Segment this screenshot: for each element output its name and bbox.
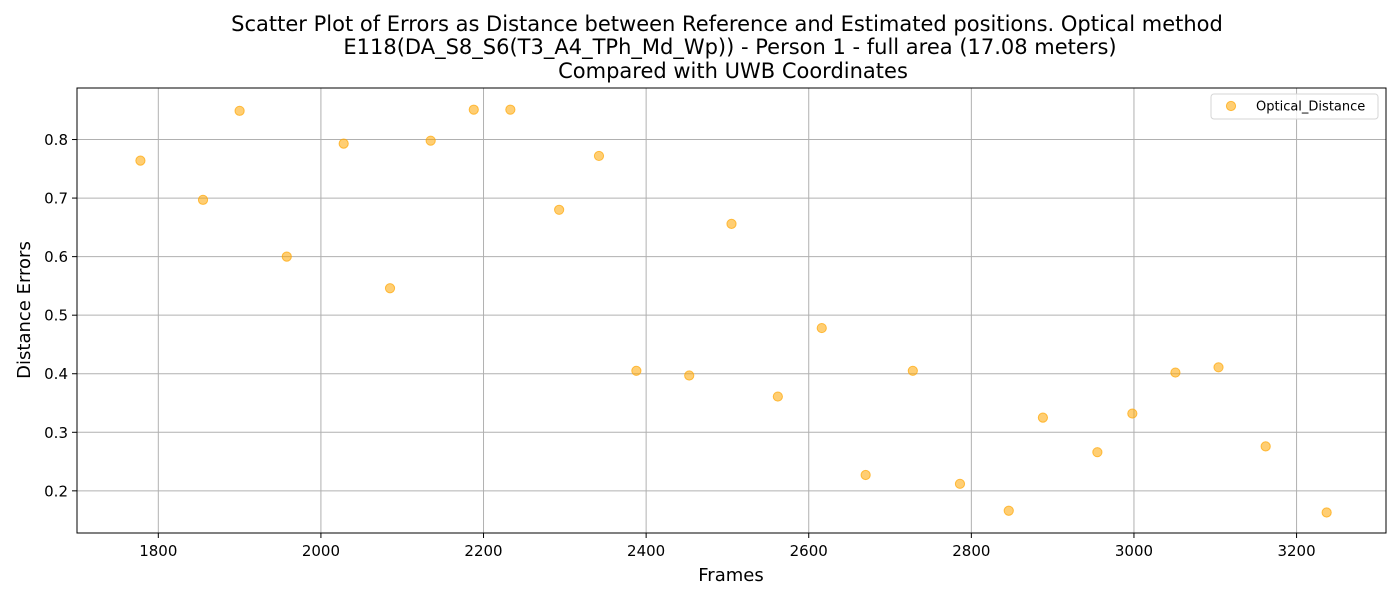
y-tick-label: 0.8 [44, 131, 68, 149]
chart-title-line-1: Scatter Plot of Errors as Distance betwe… [231, 12, 1223, 36]
data-point [593, 150, 605, 162]
data-point [684, 370, 695, 381]
data-point [281, 251, 292, 262]
y-tick-label: 0.6 [44, 248, 68, 266]
data-point [1127, 408, 1138, 419]
legend-marker [1225, 100, 1237, 112]
data-point [468, 104, 479, 115]
grid-lines [77, 88, 1386, 533]
y-tick-label: 0.5 [44, 307, 68, 325]
data-point [1092, 447, 1103, 458]
data-point [425, 135, 436, 146]
data-point [1213, 362, 1224, 373]
axis-ticks: 1800 2000 2200 2400 2600 2800 3000 3200 0.2 0.3 0.… [44, 131, 1316, 560]
x-tick-label: 2400 [627, 542, 665, 560]
data-point [816, 322, 827, 334]
data-point [197, 194, 209, 205]
data-point [234, 105, 245, 116]
chart-title-line-2: E118(DA_S8_S6(T3_A4_TPh_Md_Wp)) - Person… [343, 35, 1116, 60]
data-point [860, 469, 871, 481]
scatter-points [135, 104, 1332, 518]
x-tick-label: 1800 [139, 542, 177, 560]
y-axis-label: Distance Errors [14, 241, 35, 379]
data-point [954, 478, 966, 489]
data-point [505, 104, 516, 115]
x-axis-label: Frames [698, 565, 763, 586]
x-tick-label: 2800 [952, 542, 990, 560]
plot-area-frame [76, 87, 1387, 534]
x-tick-label: 2200 [464, 542, 502, 560]
data-point [1321, 507, 1332, 518]
y-tick-label: 0.7 [44, 190, 68, 208]
data-point [384, 283, 396, 294]
data-point [1037, 412, 1048, 423]
y-tick-label: 0.4 [44, 365, 68, 383]
data-point [726, 218, 737, 229]
chart-title-line-3: Compared with UWB Coordinates [558, 59, 908, 83]
data-point [1003, 505, 1014, 516]
x-tick-label: 3000 [1115, 542, 1153, 560]
y-tick-label: 0.3 [44, 424, 68, 442]
data-point [338, 138, 349, 149]
x-tick-label: 2000 [302, 542, 340, 560]
legend: Optical_Distance [1210, 93, 1379, 120]
data-point [1260, 441, 1271, 452]
data-point [631, 365, 642, 376]
data-point [1170, 367, 1181, 378]
data-point [554, 204, 565, 215]
legend-box [1210, 93, 1379, 120]
x-tick-label: 2600 [790, 542, 828, 560]
data-point [135, 155, 146, 166]
x-tick-label: 3200 [1277, 542, 1315, 560]
legend-label: Optical_Distance [1256, 100, 1365, 115]
data-point [907, 365, 918, 376]
y-tick-label: 0.2 [44, 482, 68, 500]
chart-title: Scatter Plot of Errors as Distance betwe… [231, 12, 1223, 83]
data-point [772, 391, 783, 402]
